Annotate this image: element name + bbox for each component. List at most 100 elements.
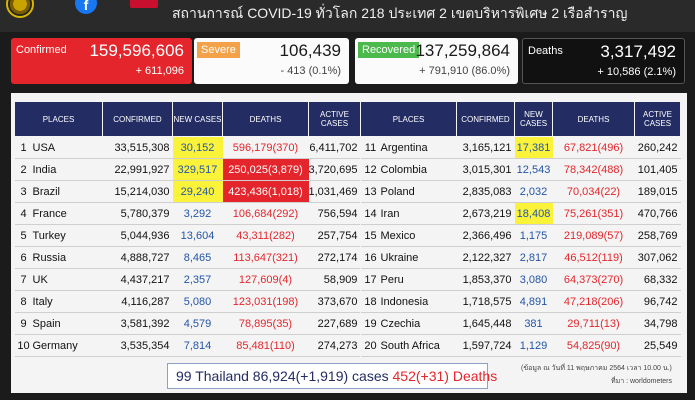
confirmed-cell: 2,122,327 bbox=[456, 246, 515, 269]
active-cases-cell: 34,798 bbox=[634, 312, 681, 335]
right-table-body: 11 Argentina 3,165,121 17,381 67,821(496) 260… bbox=[360, 136, 681, 357]
deaths-cell: 67,821(496) bbox=[552, 136, 635, 159]
facebook-icon[interactable]: f bbox=[75, 0, 97, 14]
header-places: PLACES bbox=[360, 101, 457, 137]
page-title: สถานการณ์ COVID-19 ทั่วโลก 218 ประเทศ 2 … bbox=[172, 5, 628, 21]
table-row: 4 France 5,780,379 3,292 106,684(292) 756,594 bbox=[14, 202, 361, 225]
confirmed-cell: 4,437,217 bbox=[102, 268, 173, 291]
new-cases-cell: 4,891 bbox=[514, 290, 553, 313]
rank-cell: 11 bbox=[360, 136, 381, 159]
deaths-cell: 54,825(90) bbox=[552, 334, 635, 357]
place-cell: Spain bbox=[32, 312, 103, 335]
place-cell: Iran bbox=[380, 202, 457, 225]
place-cell: Turkey bbox=[32, 224, 103, 247]
confirmed-label: Confirmed bbox=[16, 44, 67, 56]
new-cases-cell: 329,517 bbox=[172, 158, 223, 181]
active-cases-cell: 3,720,695 bbox=[308, 158, 361, 181]
rank-cell: 1 bbox=[14, 136, 33, 159]
place-cell: South Africa bbox=[380, 334, 457, 357]
active-cases-cell: 25,549 bbox=[634, 334, 681, 357]
severe-card: Severe 106,439 - 413 (0.1%) bbox=[194, 38, 349, 84]
confirmed-cell: 5,044,936 bbox=[102, 224, 173, 247]
confirmed-change: + 611,096 bbox=[135, 65, 184, 77]
confirmed-cell: 3,165,121 bbox=[456, 136, 515, 159]
deaths-cell: 423,436(1,018) bbox=[222, 180, 309, 203]
rank-cell: 10 bbox=[14, 334, 33, 357]
confirmed-card: Confirmed 159,596,606 + 611,096 bbox=[11, 38, 192, 84]
agency-logo bbox=[6, 0, 34, 18]
place-cell: Italy bbox=[32, 290, 103, 313]
header-active-cases: ACTIVE CASES bbox=[634, 101, 681, 137]
active-cases-cell: 189,015 bbox=[634, 180, 681, 203]
confirmed-cell: 1,597,724 bbox=[456, 334, 515, 357]
active-cases-cell: 58,909 bbox=[308, 268, 361, 291]
header-new-cases: NEW CASES bbox=[172, 101, 223, 137]
new-cases-cell: 12,543 bbox=[514, 158, 553, 181]
table-row: 1 USA 33,515,308 30,152 596,179(370) 6,411,70… bbox=[14, 136, 361, 159]
active-cases-cell: 274,273 bbox=[308, 334, 361, 357]
active-cases-cell: 756,594 bbox=[308, 202, 361, 225]
active-cases-cell: 101,405 bbox=[634, 158, 681, 181]
rank-cell: 5 bbox=[14, 224, 33, 247]
new-cases-cell: 2,357 bbox=[172, 268, 223, 291]
table-row: 5 Turkey 5,044,936 13,604 43,311(282) 257,754 bbox=[14, 224, 361, 247]
new-cases-cell: 381 bbox=[514, 312, 553, 335]
deaths-cell: 250,025(3,879) bbox=[222, 158, 309, 181]
deaths-label: Deaths bbox=[528, 45, 563, 57]
rank-cell: 13 bbox=[360, 180, 381, 203]
deaths-cell: 596,179(370) bbox=[222, 136, 309, 159]
rank-cell: 20 bbox=[360, 334, 381, 357]
recovered-card: Recovered 137,259,864 + 791,910 (86.0%) bbox=[355, 38, 518, 84]
table-row: 15 Mexico 2,366,496 1,175 219,089(57) 258,769 bbox=[360, 224, 681, 247]
recovered-value: 137,259,864 bbox=[415, 41, 510, 60]
active-cases-cell: 307,062 bbox=[634, 246, 681, 269]
new-cases-cell: 1,129 bbox=[514, 334, 553, 357]
deaths-change: + 10,586 (2.1%) bbox=[597, 66, 676, 78]
severe-change: - 413 (0.1%) bbox=[280, 65, 341, 77]
deaths-cell: 85,481(110) bbox=[222, 334, 309, 357]
new-cases-cell: 3,080 bbox=[514, 268, 553, 291]
table-row: 18 Indonesia 1,718,575 4,891 47,218(206) 96,7… bbox=[360, 290, 681, 313]
rank-cell: 18 bbox=[360, 290, 381, 313]
rank-cell: 15 bbox=[360, 224, 381, 247]
table-row: 20 South Africa 1,597,724 1,129 54,825(90) 25… bbox=[360, 334, 681, 357]
table-row: 10 Germany 3,535,354 7,814 85,481(110) 274,27… bbox=[14, 334, 361, 357]
confirmed-cell: 15,214,030 bbox=[102, 180, 173, 203]
place-cell: Czechia bbox=[380, 312, 457, 335]
deaths-cell: 64,373(270) bbox=[552, 268, 635, 291]
place-cell: UK bbox=[32, 268, 103, 291]
table-row: 16 Ukraine 2,122,327 2,817 46,512(119) 307,06… bbox=[360, 246, 681, 269]
confirmed-cell: 5,780,379 bbox=[102, 202, 173, 225]
right-country-table: PLACES CONFIRMED NEW CASES DEATHS ACTIVE… bbox=[360, 101, 681, 357]
confirmed-cell: 1,645,448 bbox=[456, 312, 515, 335]
new-cases-cell: 18,408 bbox=[514, 202, 553, 225]
table-row: 14 Iran 2,673,219 18,408 75,261(351) 470,766 bbox=[360, 202, 681, 225]
thailand-cases: 99 Thailand 86,924(+1,919) cases bbox=[176, 368, 389, 384]
new-cases-cell: 5,080 bbox=[172, 290, 223, 313]
header-active-cases: ACTIVE CASES bbox=[308, 101, 361, 137]
deaths-cell: 46,512(119) bbox=[552, 246, 635, 269]
active-cases-cell: 373,670 bbox=[308, 290, 361, 313]
active-cases-cell: 257,754 bbox=[308, 224, 361, 247]
new-cases-cell: 13,604 bbox=[172, 224, 223, 247]
rank-cell: 19 bbox=[360, 312, 381, 335]
active-cases-cell: 68,332 bbox=[634, 268, 681, 291]
active-cases-cell: 227,689 bbox=[308, 312, 361, 335]
top-bar: f สถานการณ์ COVID-19 ทั่วโลก 218 ประเทศ … bbox=[0, 0, 695, 32]
confirmed-cell: 3,015,301 bbox=[456, 158, 515, 181]
deaths-card: Deaths 3,317,492 + 10,586 (2.1%) bbox=[522, 38, 685, 84]
rank-cell: 17 bbox=[360, 268, 381, 291]
confirmed-value: 159,596,606 bbox=[89, 41, 184, 60]
place-cell: India bbox=[32, 158, 103, 181]
header-places: PLACES bbox=[14, 101, 103, 137]
table-row: 8 Italy 4,116,287 5,080 123,031(198) 373,670 bbox=[14, 290, 361, 313]
confirmed-cell: 2,673,219 bbox=[456, 202, 515, 225]
active-cases-cell: 470,766 bbox=[634, 202, 681, 225]
table-header-row: PLACES CONFIRMED NEW CASES DEATHS ACTIVE… bbox=[14, 101, 361, 137]
deaths-cell: 127,609(4) bbox=[222, 268, 309, 291]
header-new-cases: NEW CASES bbox=[514, 101, 553, 137]
confirmed-cell: 1,853,370 bbox=[456, 268, 515, 291]
table-row: 11 Argentina 3,165,121 17,381 67,821(496) 260… bbox=[360, 136, 681, 159]
active-cases-cell: 96,742 bbox=[634, 290, 681, 313]
new-cases-cell: 17,381 bbox=[514, 136, 553, 159]
